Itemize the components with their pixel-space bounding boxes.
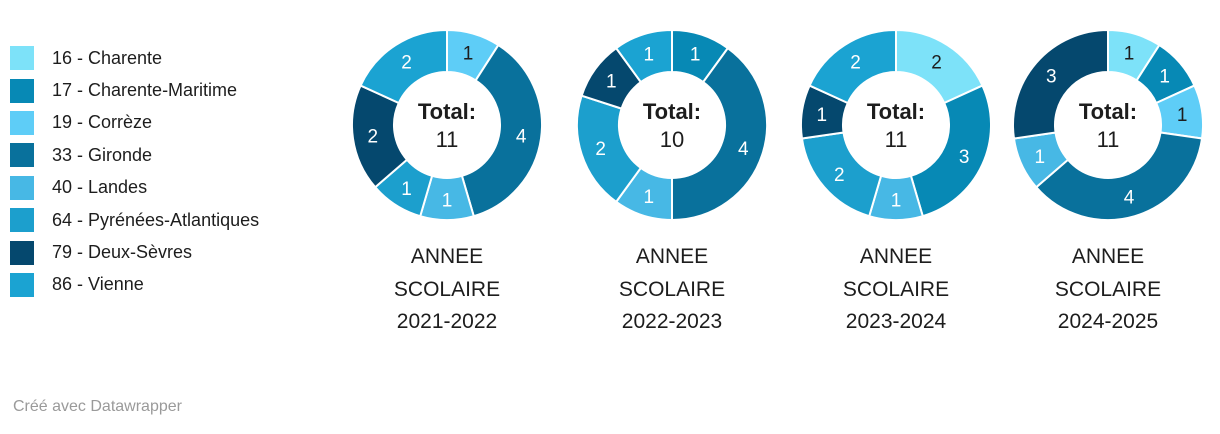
donut-slice	[909, 84, 992, 218]
pie-title-line: ANNEE	[410, 245, 484, 268]
legend-swatch	[10, 78, 34, 103]
slice-value-label: 2	[368, 126, 379, 147]
donut-total-label: Total:	[643, 99, 701, 124]
donut-slice	[1012, 29, 1109, 140]
legend-label: 86 - Vienne	[52, 274, 144, 295]
slice-value-label: 1	[463, 44, 474, 65]
legend-label: 17 - Charente-Maritime	[52, 80, 238, 101]
legend-label: 33 - Gironde	[52, 144, 153, 165]
pie-title-line: ANNEE	[1071, 245, 1145, 268]
pie-title-line: SCOLAIRE	[842, 277, 950, 301]
pie-title-line: 2023-2024	[845, 310, 947, 333]
slice-value-label: 4	[1124, 188, 1135, 209]
legend-label: 16 - Charente	[52, 47, 163, 68]
slice-value-label: 1	[891, 191, 902, 212]
legend-item: 33 - Gironde	[10, 139, 259, 171]
pie-title-line: SCOLAIRE	[618, 277, 726, 301]
legend-swatch	[10, 110, 34, 135]
donut-total-value: 11	[436, 127, 459, 152]
slice-value-label: 2	[931, 53, 942, 74]
slice-value-label: 1	[606, 72, 617, 93]
donut-total-value: 10	[660, 127, 684, 152]
slice-value-label: 1	[644, 187, 655, 208]
legend-swatch	[10, 240, 34, 265]
legend-label: 40 - Landes	[52, 177, 148, 198]
donut-slice	[808, 29, 897, 104]
donut-chart: 1 4 1 2 1 1 Total: 10	[576, 29, 768, 221]
donut-total-label: Total:	[418, 99, 476, 124]
slice-value-label: 1	[401, 179, 412, 200]
donut-total-value: 11	[885, 127, 908, 152]
legend-item: 17 - Charente-Maritime	[10, 74, 259, 106]
slice-value-label: 1	[644, 44, 655, 65]
legend: 16 - Charente 17 - Charente-Maritime 19 - …	[10, 42, 259, 301]
slice-value-label: 4	[516, 126, 527, 147]
slice-value-label: 1	[1177, 105, 1188, 126]
legend-item: 86 - Vienne	[10, 269, 259, 301]
legend-swatch	[10, 175, 34, 200]
donut-slice	[1035, 131, 1204, 221]
legend-item: 79 - Deux-Sèvres	[10, 236, 259, 268]
slice-value-label: 1	[1124, 44, 1135, 65]
pie-title: ANNEE SCOLAIRE 2023-2024	[786, 241, 1006, 339]
legend-label: 19 - Corrèze	[52, 112, 153, 133]
credit-text: Créé avec Datawrapper	[13, 398, 182, 415]
legend-item: 64 - Pyrénées-Atlantiques	[10, 204, 259, 236]
donut-total-value: 11	[1097, 127, 1120, 152]
slice-value-label: 1	[817, 105, 828, 126]
legend-item: 19 - Corrèze	[10, 107, 259, 139]
legend-swatch	[10, 272, 34, 297]
legend-swatch	[10, 208, 34, 233]
legend-item: 40 - Landes	[10, 172, 259, 204]
donut-total-label: Total:	[867, 99, 925, 124]
slice-value-label: 2	[834, 165, 845, 186]
pie-title-line: SCOLAIRE	[393, 277, 501, 301]
donut-slice	[359, 29, 448, 104]
pie-title-line: ANNEE	[635, 245, 709, 268]
pie-title-line: ANNEE	[859, 245, 933, 268]
legend-swatch	[10, 46, 34, 71]
pie-title-line: 2024-2025	[1057, 310, 1159, 333]
slice-value-label: 3	[1046, 67, 1057, 88]
pie-title-line: SCOLAIRE	[1054, 277, 1162, 301]
slice-value-label: 3	[959, 147, 970, 168]
pie-title: ANNEE SCOLAIRE 2021-2022	[337, 241, 557, 339]
legend-swatch	[10, 143, 34, 168]
donut-total-label: Total:	[1079, 99, 1137, 124]
legend-label: 79 - Deux-Sèvres	[52, 242, 193, 263]
legend-item: 16 - Charente	[10, 42, 259, 74]
slice-value-label: 1	[1159, 67, 1170, 88]
donut-chart: 2 3 1 2 1 2 Total: 11	[800, 29, 992, 221]
donut-slice	[460, 44, 543, 218]
slice-value-label: 2	[850, 53, 861, 74]
pie-title-line: 2022-2023	[621, 310, 723, 333]
pie-title: ANNEE SCOLAIRE 2022-2023	[562, 241, 782, 339]
pie-title: ANNEE SCOLAIRE 2024-2025	[998, 241, 1218, 339]
slice-value-label: 1	[690, 44, 701, 65]
donut-slice	[671, 47, 768, 221]
slice-value-label: 2	[595, 139, 606, 160]
legend-label: 64 - Pyrénées-Atlantiques	[52, 209, 260, 230]
slice-value-label: 2	[401, 53, 412, 74]
slice-value-label: 4	[738, 139, 749, 160]
slice-value-label: 1	[442, 191, 453, 212]
pie-title-line: 2021-2022	[396, 310, 498, 333]
slice-value-label: 1	[1035, 147, 1046, 168]
donut-slice	[615, 29, 673, 84]
